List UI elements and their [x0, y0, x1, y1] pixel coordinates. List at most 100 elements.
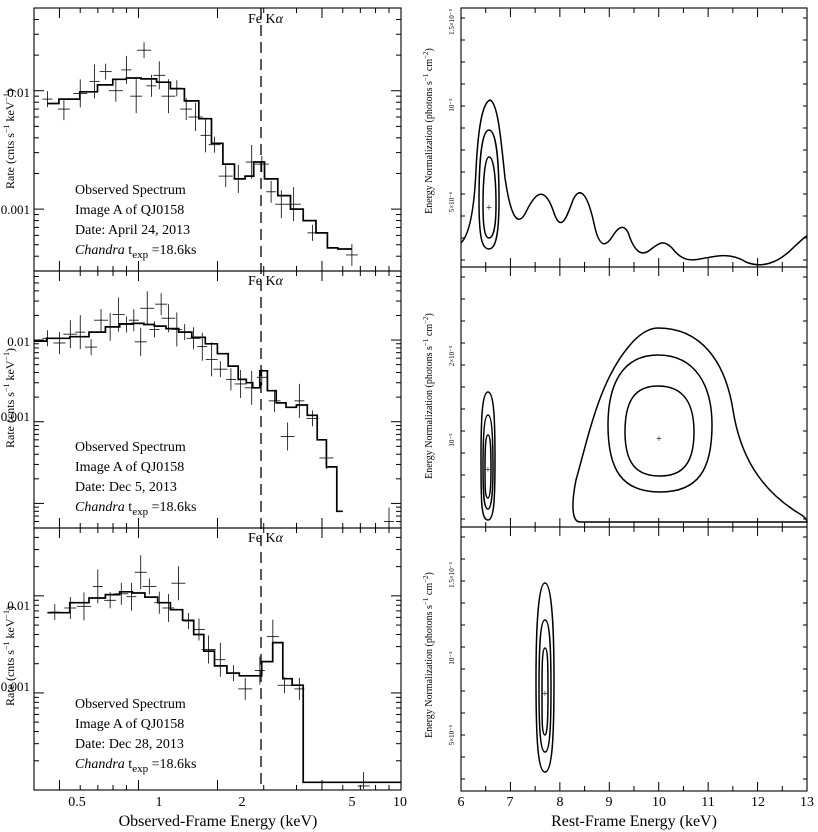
right-xtick-label-8: 8 — [557, 795, 564, 810]
right-xtick-label-12: 12 — [751, 795, 765, 810]
data-point — [130, 79, 143, 114]
data-point — [146, 74, 157, 97]
data-point — [104, 592, 117, 609]
contour-r3-outer — [535, 582, 555, 773]
left-xtick-label-0.5: 0.5 — [68, 795, 86, 810]
data-point — [200, 118, 211, 153]
left-xtick-label-1: 1 — [156, 795, 163, 810]
left1-ytick-0.01: 0.01 — [7, 85, 30, 100]
contour-r2-right-inner — [624, 385, 695, 477]
data-point — [294, 677, 305, 700]
left-xtick-label-5: 5 — [349, 795, 356, 810]
data-point — [208, 136, 221, 153]
annot1-line3: Date: April 24, 2013 — [75, 223, 190, 238]
right-xtick-label-10: 10 — [652, 795, 666, 810]
annot1-line2: Image A of QJ0158 — [75, 203, 184, 218]
contour-plots: + + + + — [460, 99, 808, 773]
data-point — [155, 293, 168, 316]
right-x-axis — [460, 8, 808, 791]
spectrum-panel-3 — [33, 527, 402, 791]
data-point — [142, 578, 157, 595]
data-point — [171, 566, 186, 601]
data-point — [256, 369, 267, 386]
contour-r3-middle — [538, 619, 552, 753]
right-panel-2-frame — [460, 266, 808, 528]
data-point — [215, 642, 226, 677]
right-panel-3-frame — [460, 526, 808, 792]
annot2-line2: Image A of QJ0158 — [75, 460, 184, 475]
data-point — [99, 63, 112, 80]
data-point — [286, 187, 301, 222]
contour-r2-left-inner — [484, 434, 492, 499]
data-point — [153, 61, 166, 90]
right-xtick-label-11: 11 — [701, 795, 714, 810]
fe-kalpha-label-2: Fe Kα — [248, 274, 284, 289]
right3-ylabel: Energy Normalization (photons s−1 cm−2) — [422, 572, 435, 738]
contour-r1-inner — [482, 156, 497, 239]
left-xtick-label-10: 10 — [393, 795, 407, 810]
data-point — [186, 327, 201, 350]
data-point — [85, 339, 98, 356]
right-panel-1-frame — [460, 7, 808, 268]
data-point — [268, 389, 281, 412]
data-point — [137, 42, 152, 59]
r1-ytick-1e-5: 10⁻⁵ — [448, 98, 456, 112]
data-point — [114, 582, 129, 605]
data-point — [227, 665, 240, 682]
data-point — [277, 677, 292, 694]
data-point — [171, 312, 182, 347]
data-point — [238, 677, 253, 700]
annotation-block-1: Observed Spectrum Image A of QJ0158 Date… — [75, 183, 196, 261]
r2-ytick-2e-5: 2×10⁻⁵ — [448, 345, 456, 366]
data-point — [134, 327, 147, 356]
r3-ytick-5e-6: 5×10⁻⁶ — [448, 724, 456, 745]
annot2-line1: Observed Spectrum — [75, 440, 186, 455]
data-point — [275, 190, 288, 219]
data-point — [319, 446, 334, 469]
data-point — [53, 331, 66, 354]
right-xtick-label-9: 9 — [606, 795, 613, 810]
annot2-line3: Date: Dec 5, 2013 — [75, 480, 177, 495]
right2-ylabel: Energy Normalization (photons s−1 cm−2) — [422, 313, 435, 479]
data-point — [63, 320, 78, 349]
data-point — [154, 591, 165, 614]
data-point — [244, 370, 259, 405]
data-point — [192, 618, 205, 641]
left1-ylabel: Rate (cnts s−1 keV−1) — [2, 89, 17, 189]
data-point — [294, 383, 305, 418]
data-point — [161, 79, 176, 114]
data-point — [205, 342, 218, 377]
right-xtick-label-13: 13 — [800, 795, 814, 810]
annotation-block-2: Observed Spectrum Image A of QJ0158 Date… — [75, 440, 196, 518]
data-point — [49, 604, 60, 621]
best-fit-marker-r2-right: + — [656, 434, 662, 445]
data-point — [73, 79, 88, 108]
data-point — [162, 593, 175, 622]
data-point — [119, 316, 134, 333]
data-point — [128, 309, 139, 332]
data-point — [121, 55, 132, 84]
data-point — [225, 368, 236, 391]
fe-kalpha-label-3: Fe Kα — [248, 531, 284, 546]
data-point — [178, 324, 191, 341]
data-point — [108, 79, 123, 102]
data-point — [64, 596, 77, 619]
r2-ytick-1e-5: 10⁻⁵ — [448, 433, 456, 447]
data-point — [213, 361, 228, 378]
model-step-line — [47, 77, 352, 250]
data-point — [42, 330, 53, 347]
data-point — [112, 297, 125, 332]
data-point — [254, 156, 269, 173]
data-point — [280, 422, 295, 451]
left3-ytick-0.01: 0.01 — [7, 598, 30, 613]
r1-ytick-1.5e-5: 1.5×10⁻⁵ — [448, 9, 456, 35]
left2-ytick-0.01: 0.01 — [7, 334, 30, 349]
data-point — [92, 569, 103, 604]
data-point — [94, 309, 109, 332]
spectrum-panel-1 — [33, 7, 402, 272]
left1-ytick-0.001: 0.001 — [1, 202, 30, 217]
data-point — [171, 80, 182, 97]
best-fit-marker-r1: + — [486, 203, 492, 214]
data-point — [245, 145, 258, 180]
data-point — [307, 224, 318, 241]
